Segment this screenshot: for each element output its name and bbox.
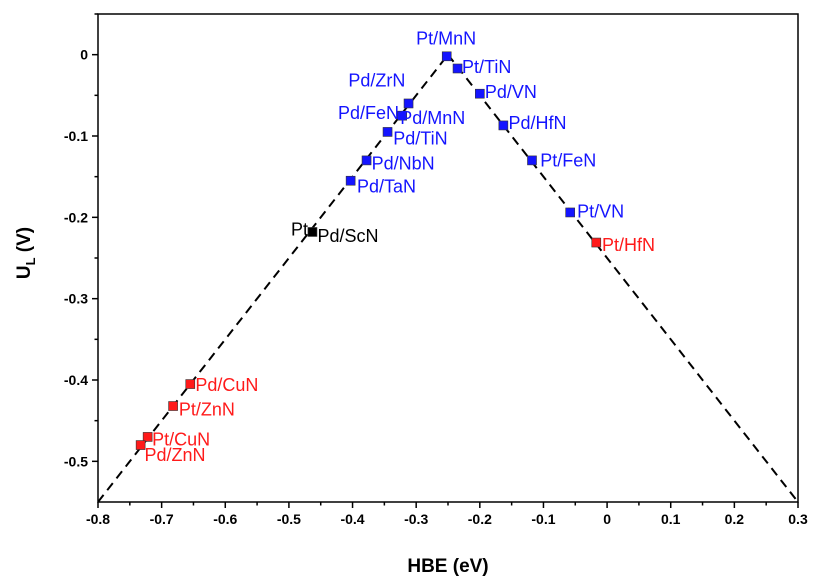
data-point [397, 110, 407, 121]
point-label: Pd/TiN [393, 128, 447, 148]
y-axis-title-main: U [14, 265, 35, 279]
x-tick-label: 0.1 [661, 511, 681, 527]
x-tick-label: -0.4 [340, 511, 364, 527]
data-point [403, 98, 414, 109]
data-point [135, 440, 146, 450]
y-tick-label: -0.2 [64, 209, 88, 225]
point-label: Pd/TaN [357, 176, 416, 196]
y-axis-title: UL (V) [14, 227, 38, 279]
x-tick-label: -0.5 [277, 511, 301, 527]
data-markers [135, 51, 602, 450]
x-axis-ticks: -0.8 -0.7 -0.6 -0.5 -0.4 -0.3 -0.2 -0.1 0 0.1 0.2 0… [86, 502, 808, 527]
data-point [185, 379, 196, 389]
y-tick-label: -0.3 [64, 291, 88, 307]
point-label: Pt [291, 220, 308, 240]
point-label: Pd/MnN [400, 108, 465, 128]
x-tick-label: -0.2 [468, 511, 492, 527]
data-point [142, 432, 153, 442]
point-label: Pd/ZrN [348, 71, 405, 91]
data-point [565, 207, 575, 218]
x-tick-label: -0.6 [213, 511, 237, 527]
data-point [475, 88, 485, 99]
data-point [382, 127, 393, 137]
data-point [498, 120, 509, 131]
x-tick-label: -0.1 [531, 511, 555, 527]
x-tick-label: 0.2 [725, 511, 745, 527]
data-point [361, 155, 372, 166]
data-point [307, 227, 318, 237]
x-axis-title: HBE (eV) [407, 556, 488, 577]
point-label: Pd/FeN [338, 103, 399, 123]
point-label: Pd/NbN [372, 154, 435, 174]
point-labels: Pt/MnN Pt/TiN Pd/VN Pd/HfN Pt/FeN Pt/VN Pt/HfN… [144, 28, 655, 464]
y-axis-title-unit: (V) [14, 227, 35, 258]
data-point [441, 51, 452, 62]
y-axis-ticks: 0 -0.1 -0.2 -0.3 -0.4 -0.5 [64, 13, 98, 469]
y-tick-label: 0 [80, 47, 88, 63]
x-tick-label: -0.3 [404, 511, 428, 527]
point-label: Pt/ZnN [179, 399, 235, 419]
x-tick-label: -0.8 [86, 511, 110, 527]
point-label: Pt/TiN [462, 57, 511, 77]
point-label: Pt/VN [577, 202, 624, 222]
point-label: Pd/ScN [318, 226, 379, 246]
point-label: Pt/FeN [540, 150, 596, 170]
point-label: Pd/VN [485, 82, 537, 102]
y-axis-title-subscript: L [23, 257, 38, 265]
point-label: Pt/HfN [602, 235, 655, 255]
data-point [591, 237, 602, 248]
point-label: Pt/MnN [416, 28, 476, 48]
y-tick-label: -0.4 [64, 372, 88, 388]
data-point [345, 175, 356, 186]
point-label: Pd/HfN [508, 113, 566, 133]
point-label: Pd/CuN [195, 375, 258, 395]
x-tick-label: 0.3 [788, 511, 808, 527]
data-point [527, 155, 537, 166]
x-tick-label: 0 [603, 511, 611, 527]
x-tick-label: -0.7 [150, 511, 174, 527]
y-tick-label: -0.1 [64, 128, 88, 144]
y-tick-label: -0.5 [64, 453, 88, 469]
point-label: Pd/ZnN [144, 445, 205, 465]
data-point [168, 401, 178, 411]
data-point [452, 63, 463, 74]
point-label: Pt/CuN [152, 429, 210, 449]
